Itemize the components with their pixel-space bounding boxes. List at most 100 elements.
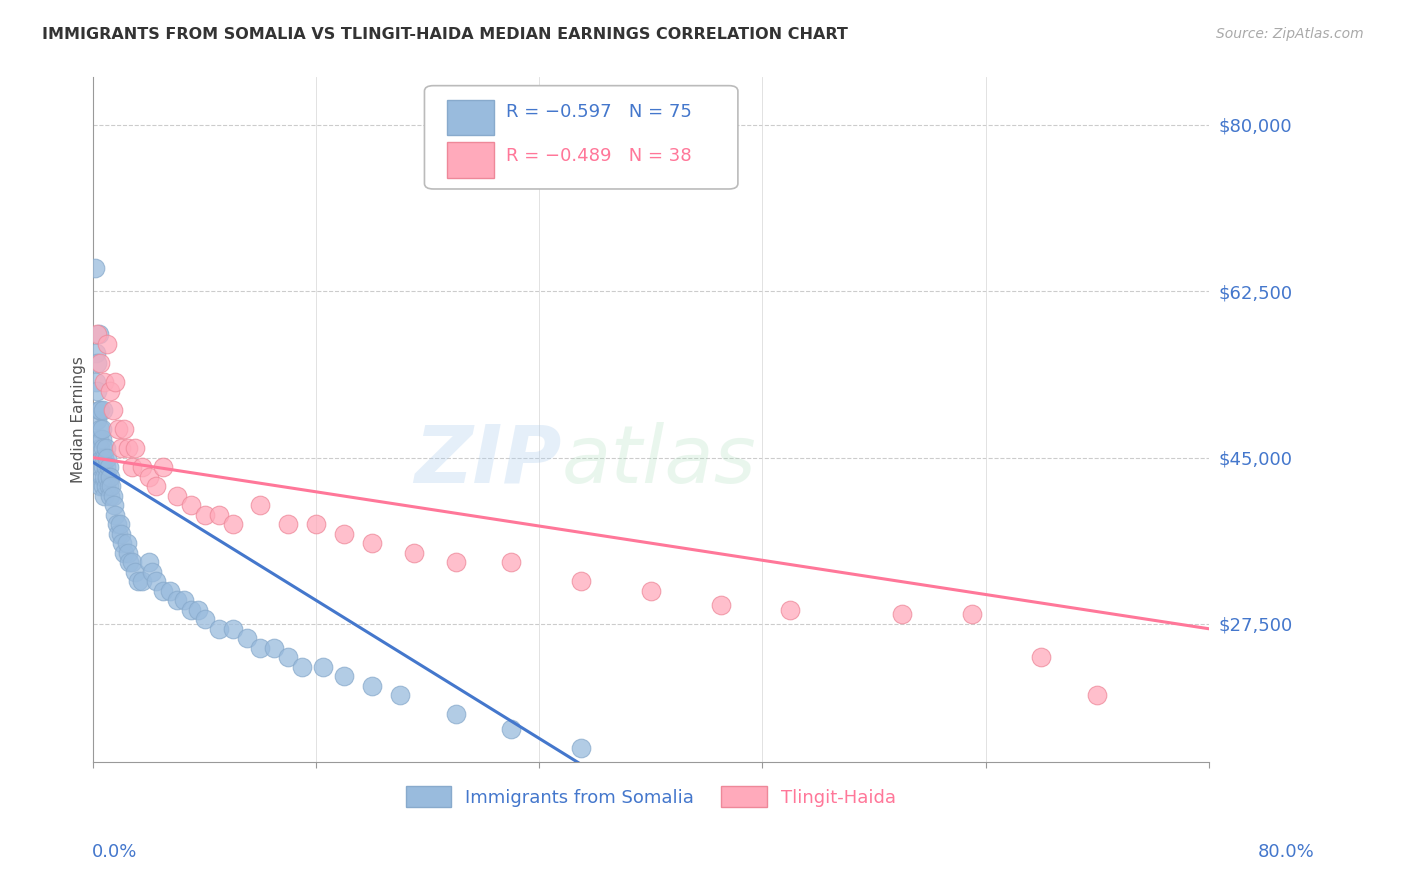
Point — [96, 450, 118, 465]
Point — [890, 607, 912, 622]
Point — [501, 722, 523, 736]
Point — [131, 574, 153, 589]
Point — [402, 546, 425, 560]
Point — [501, 555, 523, 569]
Text: R = −0.489   N = 38: R = −0.489 N = 38 — [506, 147, 692, 165]
FancyBboxPatch shape — [425, 86, 738, 189]
Point — [86, 412, 108, 426]
Point — [101, 489, 124, 503]
Point — [90, 450, 112, 465]
Point — [118, 555, 141, 569]
Point — [173, 593, 195, 607]
Point — [94, 479, 117, 493]
Point — [107, 526, 129, 541]
Point — [96, 336, 118, 351]
Point — [152, 460, 174, 475]
Point — [90, 432, 112, 446]
Point — [111, 536, 134, 550]
Point — [145, 574, 167, 589]
Point — [84, 375, 107, 389]
Y-axis label: Median Earnings: Median Earnings — [72, 356, 86, 483]
Point — [159, 583, 181, 598]
Point — [124, 441, 146, 455]
Point — [710, 598, 733, 612]
Point — [121, 460, 143, 475]
Point — [84, 346, 107, 360]
Point — [98, 469, 121, 483]
Point — [87, 327, 110, 342]
Point — [779, 603, 801, 617]
Point — [208, 508, 231, 522]
Point — [89, 355, 111, 369]
Point — [86, 355, 108, 369]
Point — [107, 422, 129, 436]
Point — [110, 441, 132, 455]
Point — [117, 441, 139, 455]
Point — [89, 441, 111, 455]
Point — [138, 469, 160, 483]
Point — [91, 460, 114, 475]
Point — [91, 441, 114, 455]
Point — [194, 508, 217, 522]
Point — [166, 593, 188, 607]
Text: atlas: atlas — [561, 422, 756, 500]
Point — [312, 659, 335, 673]
Point — [121, 555, 143, 569]
Point — [124, 565, 146, 579]
Point — [96, 469, 118, 483]
Point — [208, 622, 231, 636]
Point — [100, 479, 122, 493]
Point — [112, 422, 135, 436]
Point — [97, 460, 120, 475]
Point — [87, 432, 110, 446]
Point — [108, 517, 131, 532]
Point — [569, 740, 592, 755]
Point — [89, 479, 111, 493]
Point — [305, 517, 328, 532]
Point — [112, 546, 135, 560]
Point — [91, 403, 114, 417]
Point — [93, 450, 115, 465]
Text: Source: ZipAtlas.com: Source: ZipAtlas.com — [1216, 27, 1364, 41]
Point — [93, 375, 115, 389]
Point — [145, 479, 167, 493]
Point — [180, 603, 202, 617]
Point — [141, 565, 163, 579]
Point — [115, 536, 138, 550]
Point — [87, 403, 110, 417]
Point — [333, 526, 356, 541]
Point — [640, 583, 662, 598]
Point — [117, 546, 139, 560]
Point — [388, 688, 411, 702]
Point — [90, 422, 112, 436]
Point — [194, 612, 217, 626]
Point — [960, 607, 983, 622]
Point — [110, 526, 132, 541]
Point — [98, 384, 121, 398]
Point — [1031, 650, 1053, 665]
Point — [291, 659, 314, 673]
Point — [187, 603, 209, 617]
Point — [361, 536, 384, 550]
Point — [138, 555, 160, 569]
Point — [94, 441, 117, 455]
Point — [86, 384, 108, 398]
Point — [180, 498, 202, 512]
FancyBboxPatch shape — [447, 100, 494, 136]
Text: 80.0%: 80.0% — [1258, 843, 1315, 861]
Point — [277, 650, 299, 665]
Point — [249, 640, 271, 655]
Point — [221, 517, 243, 532]
Point — [89, 403, 111, 417]
Text: ZIP: ZIP — [415, 422, 561, 500]
FancyBboxPatch shape — [447, 143, 494, 178]
Point — [444, 555, 467, 569]
Point — [105, 517, 128, 532]
Point — [97, 479, 120, 493]
Point — [569, 574, 592, 589]
Point — [263, 640, 285, 655]
Point — [152, 583, 174, 598]
Point — [103, 498, 125, 512]
Point — [277, 517, 299, 532]
Point — [93, 489, 115, 503]
